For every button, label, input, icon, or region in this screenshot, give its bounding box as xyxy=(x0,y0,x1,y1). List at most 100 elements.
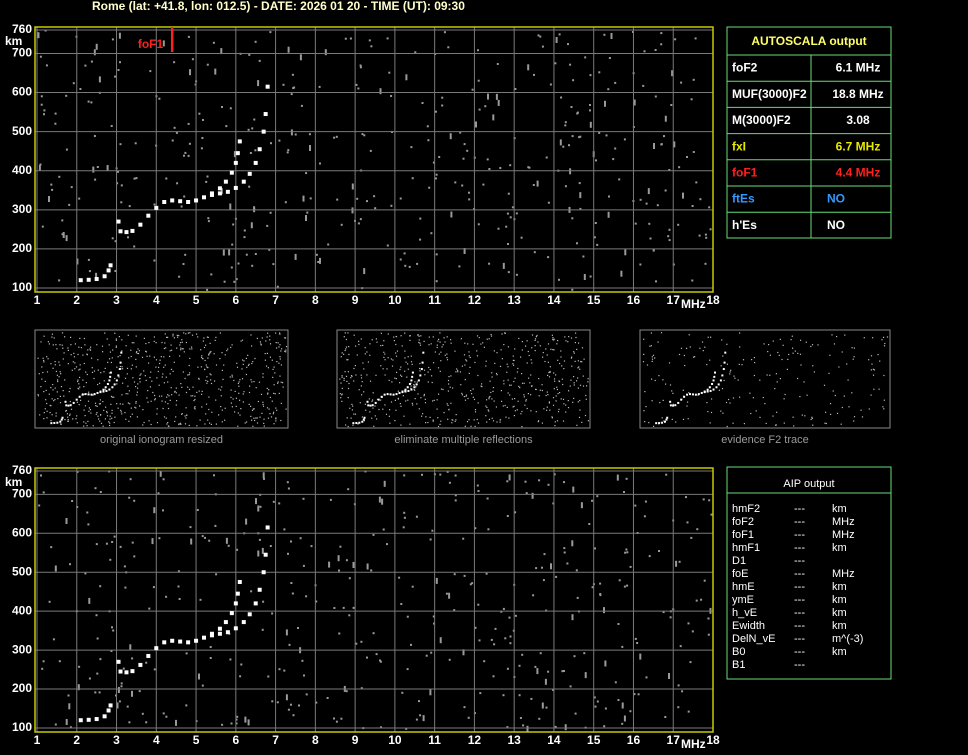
noise xyxy=(486,158,489,161)
thumbnail-noise xyxy=(50,387,52,389)
thumbnail-noise xyxy=(646,364,649,366)
thumbnail-noise xyxy=(776,411,778,413)
thumbnail-noise xyxy=(883,345,886,347)
thumbnail-noise xyxy=(853,420,855,422)
thumbnail-noise xyxy=(420,335,422,337)
noise xyxy=(352,562,355,568)
noise xyxy=(591,499,593,502)
thumbnail-noise xyxy=(648,422,650,424)
thumbnail-noise xyxy=(279,332,281,334)
thumbnail-trace-point xyxy=(65,404,68,407)
thumbnail-noise xyxy=(128,420,130,422)
thumbnail-noise xyxy=(567,407,570,409)
noise xyxy=(244,716,247,723)
thumbnail-noise xyxy=(528,354,530,357)
noise xyxy=(433,622,435,625)
thumbnail-noise xyxy=(221,352,223,354)
noise xyxy=(580,502,583,509)
thumbnail-noise xyxy=(779,338,781,340)
thumbnail-noise xyxy=(363,368,365,370)
thumbnail-trace-point xyxy=(84,393,87,396)
trace-point xyxy=(261,129,266,134)
thumbnail-noise xyxy=(401,375,403,377)
noise xyxy=(458,265,461,268)
thumbnail-noise xyxy=(46,371,49,373)
thumbnail-noise xyxy=(419,362,421,365)
noise xyxy=(96,672,99,675)
thumbnail-noise xyxy=(72,361,74,363)
thumbnail-noise xyxy=(99,403,101,405)
noise xyxy=(162,712,165,715)
thumbnail-noise xyxy=(682,389,684,391)
noise xyxy=(573,655,576,658)
thumbnail-noise xyxy=(50,405,52,407)
noise xyxy=(403,474,406,477)
autoscala-box xyxy=(726,26,892,239)
thumbnail-noise xyxy=(173,337,175,339)
noise xyxy=(258,538,261,541)
thumbnail-noise xyxy=(341,394,343,396)
thumbnail-noise xyxy=(732,397,735,399)
noise xyxy=(538,479,541,482)
thumbnail-noise xyxy=(256,422,259,424)
thumbnail-noise xyxy=(148,420,150,422)
trace-point xyxy=(233,185,238,190)
thumbnail-noise xyxy=(792,352,794,354)
noise xyxy=(243,229,246,232)
thumbnail-trace-point xyxy=(53,422,56,425)
thumbnail-noise xyxy=(684,364,686,367)
thumbnail-trace-point xyxy=(665,418,668,421)
thumbnail-noise xyxy=(702,350,704,352)
noise xyxy=(43,109,46,112)
thumbnail-noise xyxy=(73,356,76,358)
thumbnail-trace-point xyxy=(386,393,389,396)
thumbnail-noise xyxy=(354,413,357,415)
thumbnail-noise xyxy=(70,336,72,338)
noise xyxy=(703,579,706,582)
x-tick-label: 5 xyxy=(193,293,200,307)
thumbnail-noise xyxy=(555,400,557,402)
noise xyxy=(490,638,493,641)
thumbnail-noise xyxy=(65,410,67,412)
thumbnail-noise xyxy=(504,332,506,334)
noise xyxy=(38,164,41,171)
noise xyxy=(406,668,409,671)
noise xyxy=(386,244,389,247)
thumbnail-noise xyxy=(424,398,426,400)
thumbnail-noise xyxy=(67,349,69,351)
thumbnail-noise xyxy=(792,347,794,349)
noise xyxy=(522,724,525,727)
noise xyxy=(482,183,485,186)
thumbnail-noise xyxy=(111,396,113,398)
noise xyxy=(336,198,339,201)
thumbnail-noise xyxy=(496,352,498,354)
thumbnail-noise xyxy=(78,383,80,385)
thumbnail-noise xyxy=(485,415,487,417)
noise xyxy=(50,546,53,549)
noise xyxy=(547,201,550,204)
noise xyxy=(654,95,657,98)
noise xyxy=(229,107,232,110)
noise xyxy=(263,477,265,480)
thumbnail-noise xyxy=(350,375,353,377)
thumbnail-noise xyxy=(198,390,200,392)
thumbnail-noise xyxy=(117,356,119,358)
noise xyxy=(290,129,293,136)
noise xyxy=(212,41,215,44)
noise xyxy=(355,83,358,86)
thumbnail-noise xyxy=(794,350,796,352)
thumbnail-trace-point xyxy=(672,404,675,407)
thumbnail-noise xyxy=(450,342,452,344)
autoscala-label: ftEs xyxy=(732,192,755,206)
noise xyxy=(535,567,538,570)
thumbnail-noise xyxy=(436,399,438,401)
noise xyxy=(411,585,414,588)
thumbnail-noise xyxy=(365,409,367,411)
x-tick-label: 2 xyxy=(73,733,80,747)
thumbnail-noise xyxy=(203,346,206,349)
thumbnail-trace-point xyxy=(700,391,703,394)
thumbnail-noise xyxy=(78,346,80,348)
noise xyxy=(664,115,667,122)
thumbnail-noise xyxy=(470,425,472,427)
noise xyxy=(165,715,168,718)
